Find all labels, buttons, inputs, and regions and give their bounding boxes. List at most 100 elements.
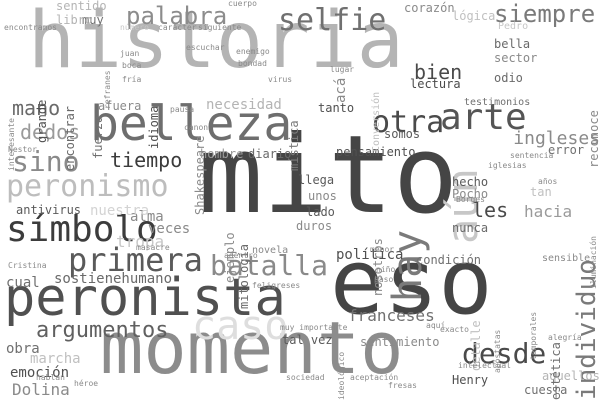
cloud-word: sentido — [56, 0, 107, 13]
cloud-word: menor — [370, 245, 395, 254]
cloud-word: caso — [192, 303, 289, 349]
cloud-word: duros — [296, 219, 333, 233]
cloud-word: Conversión — [371, 91, 382, 152]
cloud-word: Henry — [452, 373, 489, 387]
cloud-word: encontrar — [63, 105, 77, 171]
cloud-word: diario — [248, 147, 292, 161]
cloud-word: historia — [28, 0, 404, 86]
cloud-word: idioma — [147, 105, 161, 149]
cloud-word: aceptación — [350, 373, 399, 382]
cloud-word: sostienehumano — [54, 271, 173, 287]
cloud-word: niño — [376, 265, 396, 274]
cloud-word: masacre — [136, 243, 170, 252]
cloud-word: bella — [494, 37, 531, 51]
cloud-word: grande — [35, 99, 49, 143]
cloud-word: afuera — [98, 99, 142, 113]
cloud-word: Dolina — [12, 380, 70, 399]
cloud-word: aquí — [426, 321, 446, 330]
cloud-word: Shakespeare — [193, 135, 207, 215]
cloud-word: antivirus — [16, 203, 82, 217]
cloud-word: tropa — [116, 232, 165, 251]
cloud-word: hecho — [452, 175, 489, 189]
cloud-word: juan — [120, 49, 140, 58]
cloud-word: enemigo — [236, 47, 270, 56]
cloud-word: batalla — [210, 249, 329, 282]
cloud-word: momento — [100, 306, 404, 390]
cloud-word: intelectual — [458, 361, 511, 370]
cloud-word: error — [548, 143, 585, 157]
cloud-word: sensible — [542, 253, 591, 264]
cloud-word: bondad — [238, 59, 267, 68]
cloud-word: testimonios — [464, 97, 531, 108]
cloud-word: boca — [122, 61, 142, 70]
cloud-word: apóstatas — [493, 329, 502, 373]
cloud-word: símbolo — [6, 209, 158, 250]
cloud-word: veces — [148, 221, 191, 237]
cloud-word: cuerpo — [228, 0, 257, 8]
cloud-word: tal vez — [282, 333, 333, 347]
cloud-word: sentimiento — [360, 335, 440, 349]
cloud-word: desde — [462, 337, 547, 370]
cloud-word: sociedad — [286, 373, 325, 382]
cloud-word: unos — [308, 189, 337, 203]
cloud-word: Nestor — [8, 145, 37, 154]
cloud-word: héroe — [74, 379, 99, 388]
cloud-word: condición — [416, 253, 482, 267]
cloud-word: tanto — [318, 101, 355, 115]
cloud-word: somos — [384, 127, 421, 141]
cloud-word: novela — [252, 245, 289, 256]
cloud-word: mito — [198, 113, 459, 238]
cloud-word: selfie — [278, 3, 387, 38]
cloud-word: marcha — [30, 351, 81, 367]
cloud-word: encontramos — [4, 23, 57, 32]
cloud-word: lectura — [410, 77, 461, 91]
cloud-word: reconoce — [587, 110, 600, 168]
cloud-word: Cristina — [8, 261, 47, 270]
cloud-word: fuerza — [91, 115, 105, 159]
cloud-word: tan — [530, 185, 552, 199]
cloud-word: refranes — [103, 70, 112, 109]
cloud-word: peronismo — [6, 169, 169, 204]
cloud-word: ideológico — [337, 351, 346, 400]
cloud-word: ingleses — [513, 128, 600, 149]
cloud-word: lógica — [452, 9, 496, 23]
cloud-word: sector — [494, 51, 538, 65]
cloud-word: muy — [82, 13, 104, 27]
cloud-word: franceses — [348, 306, 435, 325]
cloud-word: emoción — [10, 365, 70, 381]
cloud-word: cual — [6, 275, 40, 291]
cloud-word: hablan — [36, 373, 65, 382]
cloud-word: palabra — [126, 2, 228, 30]
cloud-word: nunca — [452, 221, 489, 235]
cloud-word: política — [336, 247, 404, 263]
cloud-word: Pocho — [452, 187, 489, 201]
cloud-word: sentencia — [510, 151, 554, 160]
cloud-word: lugar — [330, 65, 355, 74]
cloud-word: hombre — [200, 147, 244, 161]
cloud-word: alma — [130, 209, 164, 225]
cloud-word: estética — [549, 342, 563, 400]
cloud-word: mística — [287, 120, 301, 171]
cloud-word: exacto — [440, 325, 469, 334]
cloud-word: lado — [306, 205, 335, 219]
cloud-word: cuesta — [524, 383, 568, 397]
cloud-word: tiempo — [110, 148, 183, 172]
cloud-word: peronista — [4, 268, 286, 328]
cloud-word: libro — [56, 13, 93, 27]
cloud-word: dedos — [20, 120, 81, 144]
cloud-word: siempre — [494, 0, 596, 28]
cloud-word: necesidad — [206, 97, 282, 113]
cloud-word: número — [120, 23, 149, 32]
cloud-word: argumentos — [36, 318, 169, 343]
cloud-word: Pedro — [498, 21, 529, 32]
cloud-word: feligreses — [252, 281, 301, 290]
cloud-word: pensamiento — [336, 145, 416, 159]
cloud-word: llega — [298, 173, 335, 187]
cloud-word: adentro — [224, 251, 258, 260]
cloud-word: acá — [333, 77, 349, 103]
cloud-word: obra — [6, 341, 40, 357]
cloud-word: otra — [372, 105, 445, 140]
cloud-word: aquellos — [542, 369, 600, 383]
cloud-word: arte — [440, 97, 527, 138]
